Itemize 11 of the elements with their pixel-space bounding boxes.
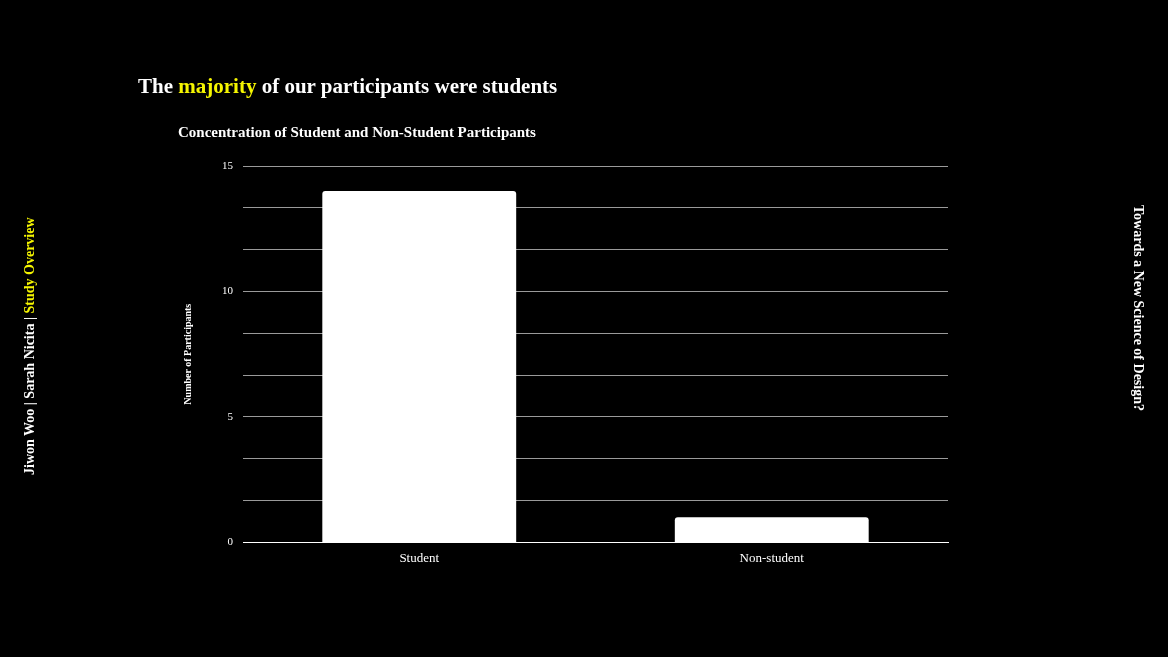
x-tick-label: Student <box>399 549 440 565</box>
y-axis-title: Number of Participants <box>181 303 193 405</box>
text: Jiwon Woo | Sarah Nicita | Study Overview <box>22 217 37 475</box>
y-tick-label: 15 <box>222 158 234 171</box>
y-tick-label: 10 <box>222 284 234 297</box>
x-tick-label: Non-student <box>739 549 805 565</box>
chart-subtitle: Concentration of Student and Non-Student Participants <box>178 123 537 140</box>
y-tick-label: 0 <box>227 535 234 548</box>
chart-title: The majority of our participants were students <box>138 74 558 98</box>
text: Towards a New Science of Design? <box>1130 205 1146 411</box>
y-tick-label: 5 <box>227 409 234 422</box>
